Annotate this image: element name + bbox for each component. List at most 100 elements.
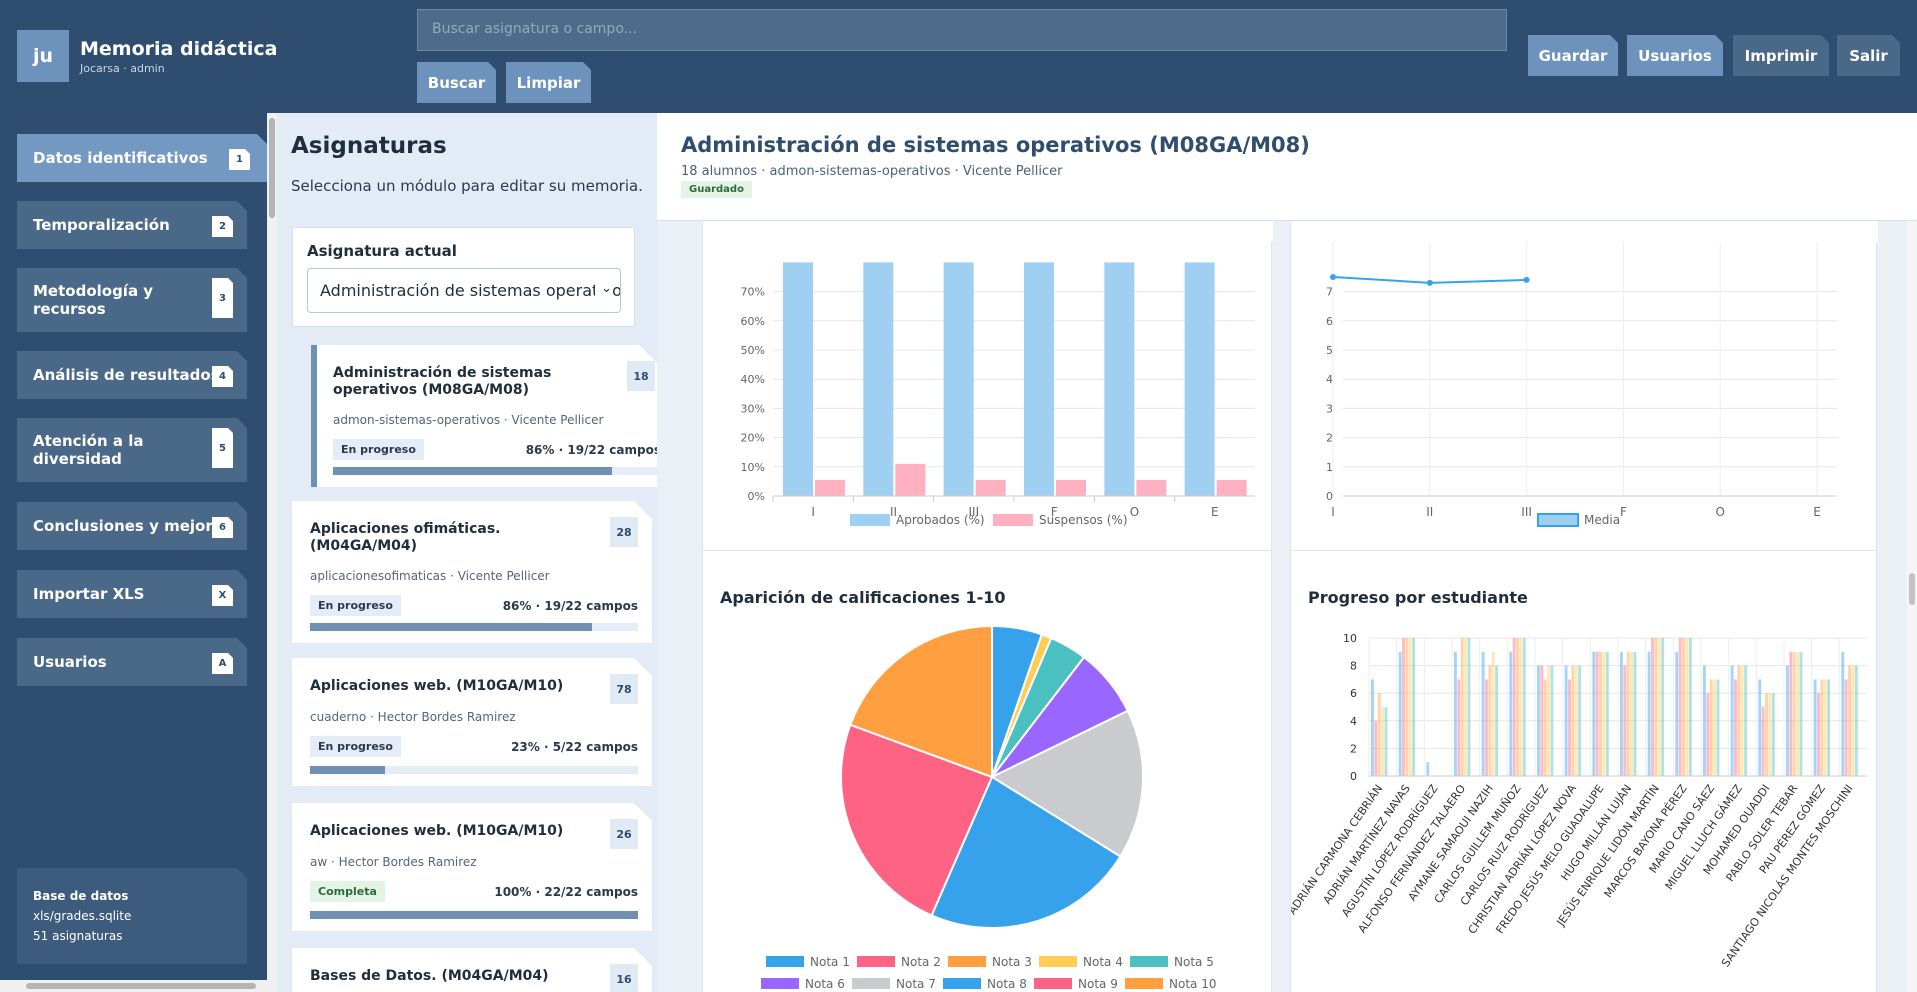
sidebar-hscrollbar-thumb[interactable] [26, 983, 256, 989]
student-bar [1457, 679, 1461, 776]
list-item[interactable]: Bases de Datos. (M04GA/M04) 16 [292, 948, 652, 992]
status-badge: En progreso [310, 736, 401, 757]
student-bar [1405, 638, 1409, 776]
x-tick-label: II [890, 505, 897, 519]
bar-failed [1216, 479, 1247, 496]
student-bar [1574, 665, 1578, 776]
main-scrollbar-thumb[interactable] [1909, 573, 1915, 605]
list-subtitle: Selecciona un módulo para editar su memo… [291, 177, 643, 195]
y-tick-label: 4 [1326, 373, 1333, 386]
x-tick-label: O [1715, 505, 1724, 519]
legend-swatch [1537, 513, 1579, 527]
card-meta: cuaderno · Hector Bordes Ramirez [310, 710, 516, 724]
x-tick-label: E [1211, 505, 1219, 519]
sidebar-item-usuarios[interactable]: Usuarios A [17, 638, 247, 686]
student-bar [1512, 638, 1516, 776]
save-button[interactable]: Guardar [1528, 35, 1618, 76]
legend-swatch [857, 956, 895, 967]
card-progress-text: 86% · 19/22 campos [525, 443, 657, 457]
y-tick-label: 4 [1350, 715, 1357, 728]
sidebar-item-badge: A [212, 653, 233, 674]
search-button[interactable]: Buscar [417, 62, 496, 103]
sidebar-scrollbar[interactable] [267, 113, 277, 992]
clear-button[interactable]: Limpiar [506, 62, 591, 103]
sidebar-item-atencion[interactable]: Atención a la diversidad 5 [17, 418, 247, 482]
bar-approved [1104, 262, 1135, 496]
student-bar [1626, 651, 1630, 776]
sidebar-item-metodologia[interactable]: Metodología y recursos 3 [17, 268, 247, 332]
sidebar-item-temporalizacion[interactable]: Temporalización 2 [17, 201, 247, 249]
sidebar-item-label: Temporalización [33, 216, 170, 234]
chart-card-students: Progreso por estudiante 0 2 4 6 8 10 ADRIÁN CA… [1286, 550, 1877, 992]
progress-fill [310, 911, 638, 919]
student-bar [1651, 638, 1654, 776]
sidebar-item-importar[interactable]: Importar XLS X [17, 570, 247, 618]
x-tick-label: III [1521, 505, 1532, 519]
print-button[interactable]: Imprimir [1733, 35, 1829, 76]
list-title: Asignaturas [291, 133, 447, 159]
main-scrollbar[interactable] [1907, 220, 1917, 992]
sidebar-item-badge: 2 [212, 216, 233, 237]
sidebar-item-conclusiones[interactable]: Conclusiones y mejora 6 [17, 502, 247, 550]
student-bar [1771, 693, 1775, 776]
sidebar-item-datos[interactable]: Datos identificativos 1 [17, 134, 267, 182]
y-tick-label: 6 [1326, 315, 1333, 328]
student-bar [1481, 651, 1485, 776]
sidebar-item-analisis[interactable]: Análisis de resultados 4 [17, 351, 247, 399]
student-bar [1467, 638, 1471, 776]
current-subject-select[interactable]: Administración de sistemas operativos (M… [307, 268, 621, 313]
sidebar-item-badge: 4 [212, 366, 233, 387]
y-tick-label: 0 [1326, 490, 1333, 503]
sidebar-scrollbar-thumb[interactable] [269, 118, 275, 218]
y-tick-label: 2 [1326, 432, 1333, 445]
list-item[interactable]: Aplicaciones web. (M10GA/M10) cuaderno ·… [292, 658, 652, 786]
progress-fill [310, 766, 385, 774]
search-input[interactable]: Buscar asignatura o campo... [417, 9, 1507, 51]
student-bar [1661, 638, 1665, 776]
student-bar [1547, 665, 1551, 776]
card-name: Aplicaciones ofimáticas. (M04GA/M04) [310, 521, 501, 554]
student-bar [1740, 665, 1744, 776]
sidebar-item-badge: 1 [229, 149, 250, 170]
page-title: Administración de sistemas operativos (M… [681, 133, 1310, 157]
legend-label: Nota 6 [805, 977, 845, 991]
student-bar [1792, 651, 1796, 776]
card-meta: aplicacionesofimaticas · Vicente Pellice… [310, 569, 550, 583]
student-bar [1854, 665, 1858, 776]
legend-swatch [948, 956, 986, 967]
status-badge: Completa [310, 881, 385, 902]
student-bar [1519, 638, 1523, 776]
student-bar [1426, 762, 1430, 776]
legend-label: Nota 8 [987, 977, 1027, 991]
legend-swatch [943, 978, 981, 989]
student-bar [1716, 679, 1720, 776]
legend-label: Nota 2 [901, 955, 941, 969]
student-bar [1595, 651, 1599, 776]
legend-swatch [1130, 956, 1168, 967]
saved-badge: Guardado [681, 181, 752, 198]
data-point [1330, 274, 1336, 280]
student-bar [1730, 665, 1734, 776]
db-title: Base de datos [33, 889, 129, 903]
student-bar [1796, 651, 1800, 776]
student-bar [1799, 651, 1803, 776]
users-button[interactable]: Usuarios [1627, 35, 1723, 76]
card-progress-text: 100% · 22/22 campos [494, 885, 638, 899]
subject-header: Administración de sistemas operativos (M… [657, 113, 1917, 221]
legend-label: Nota 10 [1169, 977, 1216, 991]
y-tick-label: 0% [748, 490, 765, 503]
bar-approved [783, 262, 813, 496]
y-tick-label: 60% [741, 315, 765, 328]
list-item[interactable]: Aplicaciones web. (M10GA/M10) aw · Hecto… [292, 803, 652, 931]
exit-button[interactable]: Salir [1837, 35, 1900, 76]
card-name: Aplicaciones web. (M10GA/M10) [310, 823, 564, 839]
sidebar-item-label: Importar XLS [33, 585, 145, 603]
card-meta: admon-sistemas-operativos · Vicente Pell… [333, 413, 604, 427]
legend-label: Media [1584, 513, 1620, 527]
app-subtitle: Jocarsa · admin [80, 62, 165, 75]
sidebar-item-badge: 6 [212, 517, 233, 538]
x-tick-label: E [1813, 505, 1821, 519]
student-bar [1599, 651, 1602, 776]
list-item[interactable]: Aplicaciones ofimáticas. (M04GA/M04) apl… [292, 501, 652, 643]
list-item-active[interactable]: Administración de sistemas operativos (M… [311, 345, 657, 487]
